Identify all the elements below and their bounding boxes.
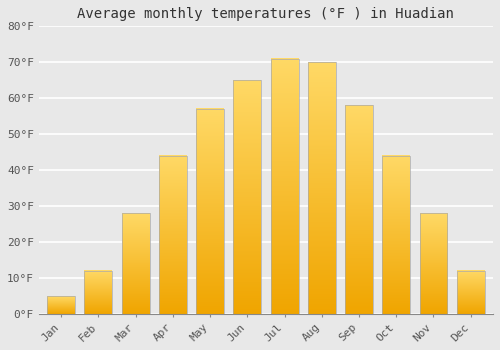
Bar [234,80,262,314]
Bar [420,213,448,314]
Bar [270,59,298,314]
Bar [47,296,75,314]
Bar [345,105,373,314]
Bar [457,271,484,314]
Bar [308,62,336,314]
Bar [84,271,112,314]
Bar [159,156,187,314]
Bar [382,156,410,314]
Title: Average monthly temperatures (°F ) in Huadian: Average monthly temperatures (°F ) in Hu… [78,7,454,21]
Bar [196,109,224,314]
Bar [122,213,150,314]
